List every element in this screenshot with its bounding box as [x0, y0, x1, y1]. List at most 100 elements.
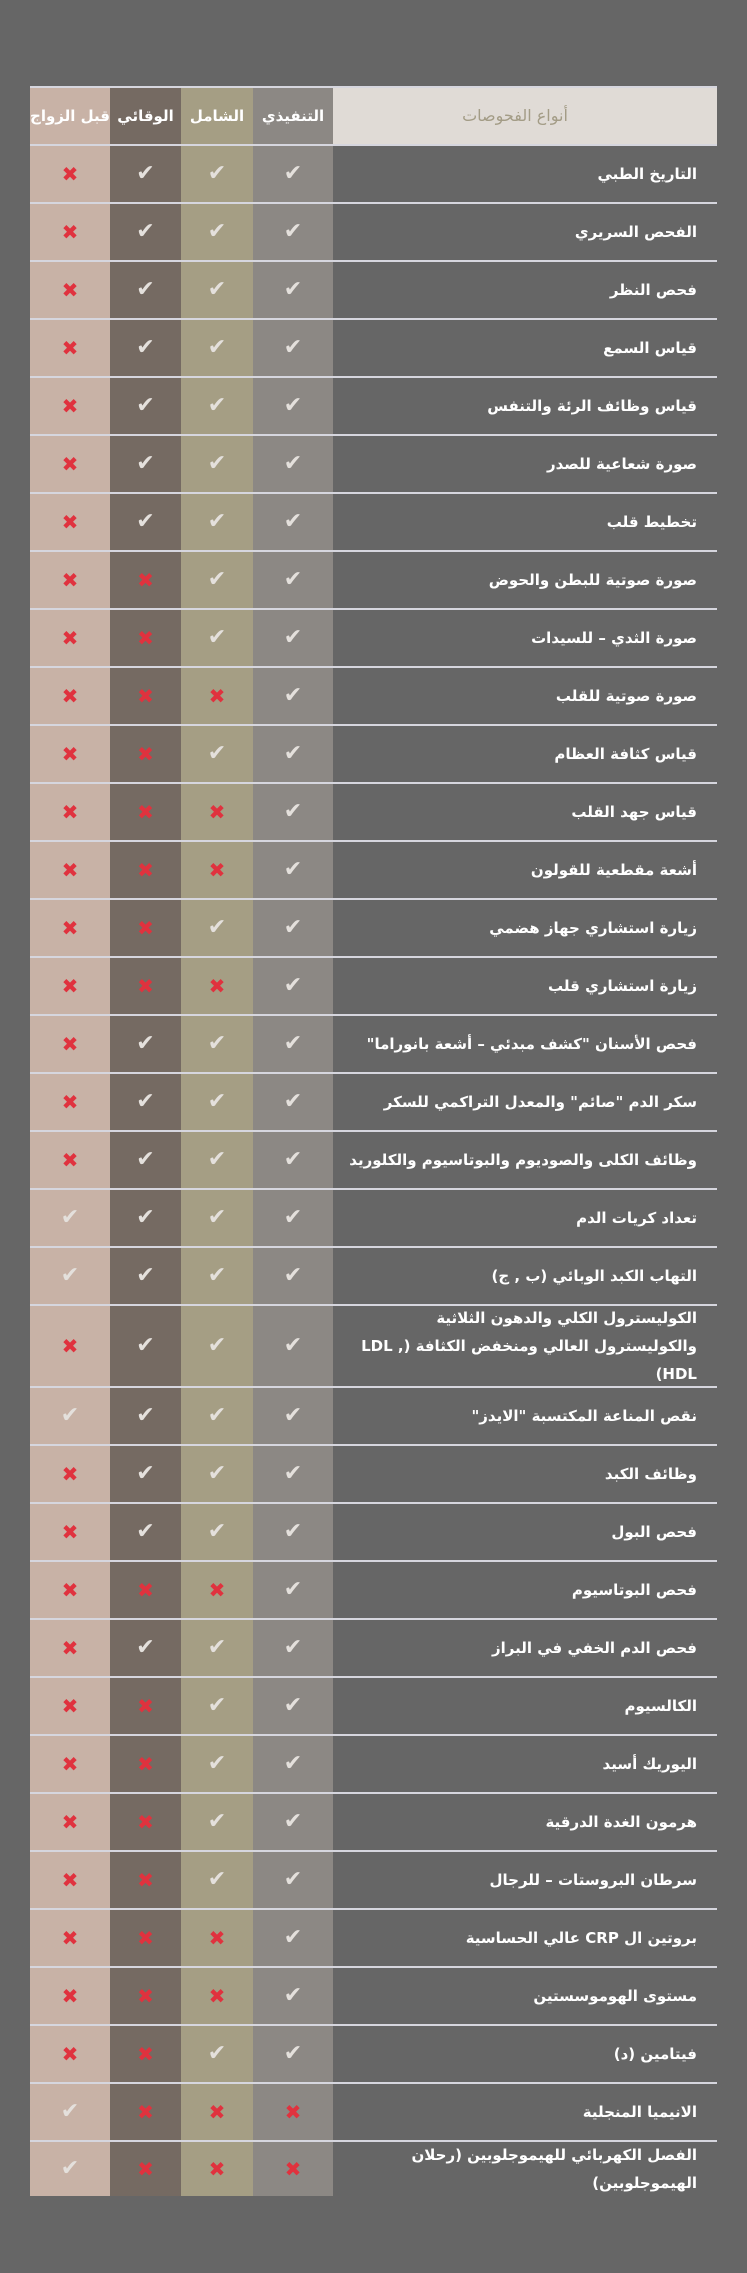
executive-cell: ✔ — [253, 436, 333, 492]
table-row: مستوى الهوموسستين ✔ ✖ ✖ ✖ — [30, 1968, 717, 2026]
cross-icon: ✖ — [137, 1926, 154, 1950]
premarital-cell: ✖ — [30, 1306, 110, 1386]
executive-cell: ✔ — [253, 1248, 333, 1304]
check-icon: ✔ — [283, 1577, 303, 1602]
table-row: أشعة مقطعية للقولون ✔ ✖ ✖ ✖ — [30, 842, 717, 900]
cross-icon: ✖ — [61, 1752, 79, 1776]
comprehensive-cell: ✔ — [181, 262, 253, 318]
cross-icon: ✖ — [61, 684, 79, 708]
executive-cell: ✔ — [253, 668, 333, 724]
header-preventive: الوقائي — [110, 88, 181, 144]
check-icon: ✔ — [283, 915, 303, 940]
check-icon: ✔ — [283, 219, 303, 244]
check-icon: ✔ — [207, 1867, 227, 1892]
cross-icon: ✖ — [137, 626, 154, 650]
preventive-cell: ✔ — [110, 320, 181, 376]
preventive-cell: ✔ — [110, 1388, 181, 1444]
check-icon: ✔ — [60, 2099, 80, 2124]
executive-cell: ✔ — [253, 378, 333, 434]
premarital-cell: ✖ — [30, 320, 110, 376]
premarital-cell: ✔ — [30, 1190, 110, 1246]
comprehensive-cell: ✔ — [181, 1306, 253, 1386]
table-row: الفحص السريري ✔ ✔ ✔ ✖ — [30, 204, 717, 262]
preventive-cell: ✖ — [110, 1968, 181, 2024]
cross-icon: ✖ — [61, 742, 79, 766]
preventive-cell: ✔ — [110, 378, 181, 434]
cross-icon: ✖ — [61, 162, 79, 186]
cross-icon: ✖ — [208, 974, 226, 998]
premarital-cell: ✖ — [30, 1910, 110, 1966]
premarital-cell: ✖ — [30, 1852, 110, 1908]
cross-icon: ✖ — [61, 452, 79, 476]
table-row: صورة صوتية للقلب ✔ ✖ ✖ ✖ — [30, 668, 717, 726]
check-icon: ✔ — [136, 335, 155, 360]
check-icon: ✔ — [136, 1519, 155, 1544]
cross-icon: ✖ — [61, 1578, 79, 1602]
table-row: الانيميا المنجلية ✖ ✖ ✖ ✔ — [30, 2084, 717, 2142]
executive-cell: ✔ — [253, 1132, 333, 1188]
premarital-cell: ✖ — [30, 1074, 110, 1130]
table-row: قياس كثافة العظام ✔ ✔ ✖ ✖ — [30, 726, 717, 784]
table-row: نقص المناعة المكتسبة "الايدز" ✔ ✔ ✔ ✔ — [30, 1388, 717, 1446]
check-icon: ✔ — [136, 1205, 155, 1230]
check-icon: ✔ — [136, 1031, 155, 1056]
table-row: قياس جهد القلب ✔ ✖ ✖ ✖ — [30, 784, 717, 842]
table-row: اليوريك أسيد ✔ ✔ ✖ ✖ — [30, 1736, 717, 1794]
table-row: فحص الدم الخفي في البراز ✔ ✔ ✔ ✖ — [30, 1620, 717, 1678]
premarital-cell: ✔ — [30, 2142, 110, 2196]
cross-icon: ✖ — [61, 1926, 79, 1950]
table-row: سكر الدم "صائم" والمعدل التراكمي للسكر ✔ ✔… — [30, 1074, 717, 1132]
executive-cell: ✖ — [253, 2084, 333, 2140]
check-icon: ✔ — [283, 1205, 303, 1230]
exam-name: صورة شعاعية للصدر — [547, 455, 697, 473]
comprehensive-cell: ✔ — [181, 1794, 253, 1850]
cross-icon: ✖ — [137, 1810, 154, 1834]
check-icon: ✔ — [283, 1333, 303, 1358]
premarital-cell: ✖ — [30, 552, 110, 608]
check-icon: ✔ — [283, 335, 303, 360]
cross-icon: ✖ — [208, 684, 226, 708]
executive-cell: ✔ — [253, 320, 333, 376]
preventive-cell: ✖ — [110, 1678, 181, 1734]
comprehensive-cell: ✔ — [181, 1074, 253, 1130]
table-header: أنواع الفحوصات التنفيذي الشامل الوقائي ق… — [30, 86, 717, 146]
comprehensive-cell: ✔ — [181, 1678, 253, 1734]
exam-name: بروتين ال CRP عالي الحساسية — [465, 1929, 697, 1947]
exam-name: وظائف الكبد — [604, 1465, 697, 1483]
exam-name: صورة الثدي – للسيدات — [531, 629, 697, 647]
premarital-cell: ✖ — [30, 1562, 110, 1618]
comprehensive-cell: ✔ — [181, 320, 253, 376]
check-icon: ✔ — [283, 1263, 303, 1288]
cross-icon: ✖ — [208, 1578, 226, 1602]
cross-icon: ✖ — [208, 858, 226, 882]
premarital-cell: ✖ — [30, 1016, 110, 1072]
comprehensive-cell: ✔ — [181, 1248, 253, 1304]
cross-icon: ✖ — [137, 568, 154, 592]
table-row: صورة الثدي – للسيدات ✔ ✔ ✖ ✖ — [30, 610, 717, 668]
cross-icon: ✖ — [137, 742, 154, 766]
check-icon: ✔ — [283, 1867, 303, 1892]
cross-icon: ✖ — [137, 974, 154, 998]
cross-icon: ✖ — [61, 510, 79, 534]
cross-icon: ✖ — [61, 1810, 79, 1834]
check-icon: ✔ — [283, 1809, 303, 1834]
table-row: فحص البول ✔ ✔ ✔ ✖ — [30, 1504, 717, 1562]
exam-name: الفحص السريري — [574, 223, 697, 241]
cross-icon: ✖ — [61, 626, 79, 650]
check-icon: ✔ — [283, 2041, 303, 2066]
table-row: صورة شعاعية للصدر ✔ ✔ ✔ ✖ — [30, 436, 717, 494]
check-icon: ✔ — [207, 741, 227, 766]
check-icon: ✔ — [283, 1751, 303, 1776]
comprehensive-cell: ✖ — [181, 1968, 253, 2024]
preventive-cell: ✖ — [110, 2142, 181, 2196]
check-icon: ✔ — [207, 1403, 227, 1428]
table-row: الفصل الكهربائي للهيموجلوبين (رحلان الهي… — [30, 2142, 717, 2196]
premarital-cell: ✖ — [30, 958, 110, 1014]
preventive-cell: ✔ — [110, 1248, 181, 1304]
check-icon: ✔ — [207, 1809, 227, 1834]
executive-cell: ✔ — [253, 900, 333, 956]
preventive-cell: ✔ — [110, 436, 181, 492]
cross-icon: ✖ — [137, 800, 154, 824]
cross-icon: ✖ — [61, 974, 79, 998]
preventive-cell: ✖ — [110, 2084, 181, 2140]
